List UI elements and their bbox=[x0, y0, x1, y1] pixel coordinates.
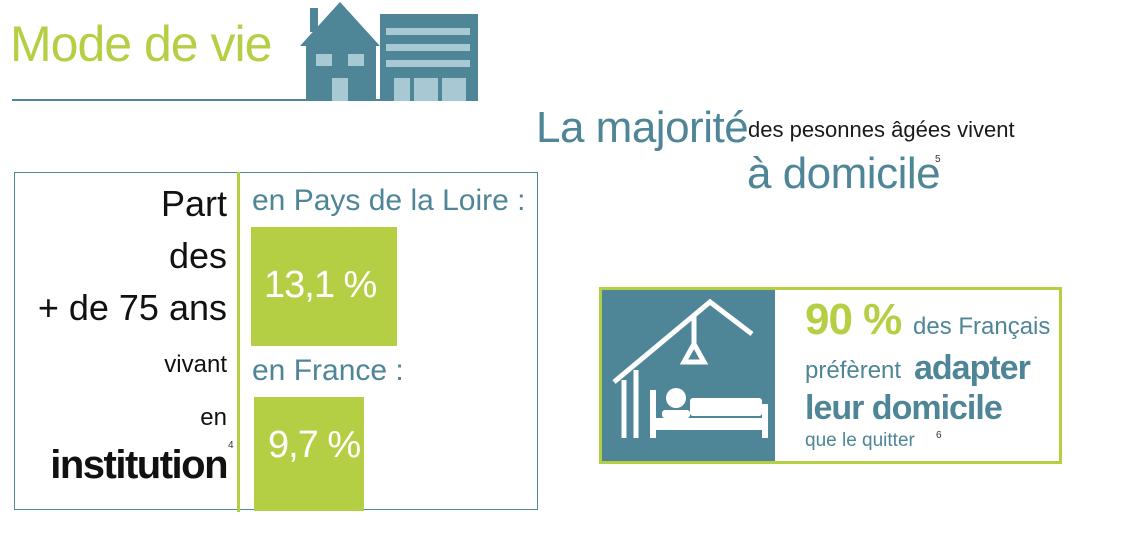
bed-with-patient-lift-icon bbox=[612, 298, 768, 438]
label-part: Part bbox=[160, 183, 227, 224]
footnote-marker: 4 bbox=[228, 440, 234, 451]
card-leur-domicile: leur domicile bbox=[805, 389, 1003, 427]
label-institution: institution bbox=[50, 443, 228, 487]
headline-domicile: à domicile bbox=[747, 149, 941, 198]
value-pays-de-la-loire: 13,1 % bbox=[264, 264, 377, 306]
value-france: 9,7 % bbox=[268, 424, 361, 466]
label-en: en bbox=[200, 404, 227, 431]
card-preferent: préfèrent bbox=[805, 357, 902, 384]
page-title: Mode de vie bbox=[10, 16, 272, 72]
card-adapter: adapter bbox=[914, 349, 1031, 387]
headline-majorite: La majorité bbox=[536, 103, 749, 152]
preference-card bbox=[599, 287, 1062, 464]
value-box-france bbox=[254, 397, 364, 511]
card-percent: 90 % bbox=[805, 295, 902, 344]
label-vivant: vivant bbox=[164, 351, 227, 378]
footnote-marker: 6 bbox=[936, 430, 942, 441]
card-que-le-quitter: que le quitter bbox=[805, 430, 915, 451]
label-plus-75: + de 75 ans bbox=[37, 287, 227, 328]
region-label-france: en France : bbox=[252, 354, 404, 387]
region-label-pays-de-la-loire: en Pays de la Loire : bbox=[252, 184, 526, 217]
panel-divider bbox=[237, 172, 240, 512]
footnote-marker: 5 bbox=[935, 154, 941, 165]
title-underline bbox=[12, 99, 478, 101]
house-icon bbox=[300, 2, 478, 101]
value-box-pays-de-la-loire bbox=[251, 227, 397, 346]
label-des: des bbox=[168, 235, 227, 276]
card-des-francais: des Français bbox=[913, 313, 1051, 340]
card-icon-box bbox=[602, 290, 775, 461]
headline-subtext: des pesonnes âgées vivent bbox=[748, 117, 1015, 142]
